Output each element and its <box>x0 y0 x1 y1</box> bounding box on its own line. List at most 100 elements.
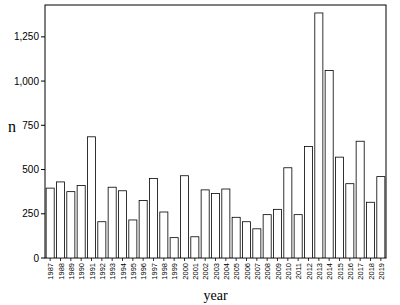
x-tick <box>287 258 288 261</box>
x-tick <box>50 258 51 261</box>
x-tick <box>215 258 216 261</box>
x-tick <box>277 258 278 261</box>
bar <box>149 178 157 258</box>
x-tick-label: 1994 <box>119 263 128 280</box>
y-tick <box>41 258 45 259</box>
x-tick <box>174 258 175 261</box>
bar <box>263 215 271 258</box>
bar <box>108 187 116 258</box>
x-tick <box>70 258 71 261</box>
x-tick-label: 2009 <box>274 263 283 280</box>
bar <box>335 157 343 258</box>
x-tick <box>101 258 102 261</box>
bar <box>67 192 75 258</box>
bar <box>325 70 333 258</box>
x-tick <box>122 258 123 261</box>
y-axis-label: n <box>8 118 16 135</box>
bar <box>191 237 199 258</box>
x-tick <box>380 258 381 261</box>
bar <box>77 185 85 258</box>
x-tick-label: 1999 <box>170 263 179 280</box>
x-tick <box>246 258 247 261</box>
y-tick <box>41 213 45 214</box>
bar <box>242 222 250 258</box>
x-tick <box>81 258 82 261</box>
bar <box>56 182 64 258</box>
x-tick <box>143 258 144 261</box>
x-tick-label: 1987 <box>46 263 55 280</box>
bar <box>377 177 385 258</box>
bar <box>304 147 312 258</box>
x-tick <box>163 258 164 261</box>
x-tick-label: 1990 <box>77 263 86 280</box>
x-tick-label: 1993 <box>108 263 117 280</box>
x-tick-label: 1988 <box>57 263 66 280</box>
bar <box>294 215 302 258</box>
x-tick <box>184 258 185 261</box>
x-tick-label: 2017 <box>356 263 365 280</box>
x-tick <box>318 258 319 261</box>
x-tick <box>225 258 226 261</box>
y-tick-label: 500 <box>22 164 39 175</box>
x-tick-label: 2014 <box>325 263 334 280</box>
x-tick <box>112 258 113 261</box>
x-tick <box>60 258 61 261</box>
bar <box>170 238 178 258</box>
bar <box>232 217 240 258</box>
x-tick <box>153 258 154 261</box>
x-tick-label: 2018 <box>367 263 376 280</box>
bar <box>273 209 281 258</box>
x-tick-label: 1997 <box>150 263 159 280</box>
x-tick-label: 1995 <box>129 263 138 280</box>
x-tick-label: 1992 <box>98 263 107 280</box>
bars <box>46 13 385 258</box>
x-tick <box>267 258 268 261</box>
x-tick <box>256 258 257 261</box>
y-tick <box>41 36 45 37</box>
x-tick <box>349 258 350 261</box>
bar <box>129 220 137 258</box>
bar <box>46 188 54 258</box>
bar <box>356 141 364 258</box>
y-tick-label: 1,000 <box>14 76 39 87</box>
plot-frame <box>45 5 386 258</box>
x-tick-label: 1996 <box>139 263 148 280</box>
x-tick <box>298 258 299 261</box>
x-tick <box>194 258 195 261</box>
x-tick <box>91 258 92 261</box>
x-tick-label: 2012 <box>305 263 314 280</box>
x-tick-label: 1998 <box>160 263 169 280</box>
x-tick <box>205 258 206 261</box>
chart: 02505007501,0001,25019871988198919901991… <box>0 0 400 305</box>
bar <box>180 176 188 258</box>
y-tick-label: 250 <box>22 208 39 219</box>
x-tick <box>370 258 371 261</box>
bar <box>98 222 106 258</box>
x-tick-label: 2015 <box>336 263 345 280</box>
x-tick-label: 1991 <box>88 263 97 280</box>
x-tick-label: 2003 <box>212 263 221 280</box>
bar <box>139 201 147 259</box>
x-tick <box>308 258 309 261</box>
x-tick-label: 1989 <box>67 263 76 280</box>
bar <box>284 168 292 258</box>
bar <box>253 229 261 258</box>
x-tick-label: 2002 <box>201 263 210 280</box>
x-tick-label: 2008 <box>263 263 272 280</box>
x-axis-label: year <box>203 288 227 303</box>
x-tick-label: 2001 <box>191 263 200 280</box>
bar <box>366 202 374 258</box>
x-tick-label: 2011 <box>294 263 303 279</box>
bar <box>315 13 323 258</box>
x-tick-label: 2005 <box>232 263 241 280</box>
bar <box>222 189 230 258</box>
x-tick <box>236 258 237 261</box>
x-tick <box>360 258 361 261</box>
x-tick-label: 2000 <box>181 263 190 280</box>
x-tick-label: 2013 <box>315 263 324 280</box>
bar <box>118 191 126 258</box>
x-tick-label: 2004 <box>222 263 231 280</box>
bar <box>211 193 219 258</box>
x-tick <box>329 258 330 261</box>
y-tick <box>41 81 45 82</box>
